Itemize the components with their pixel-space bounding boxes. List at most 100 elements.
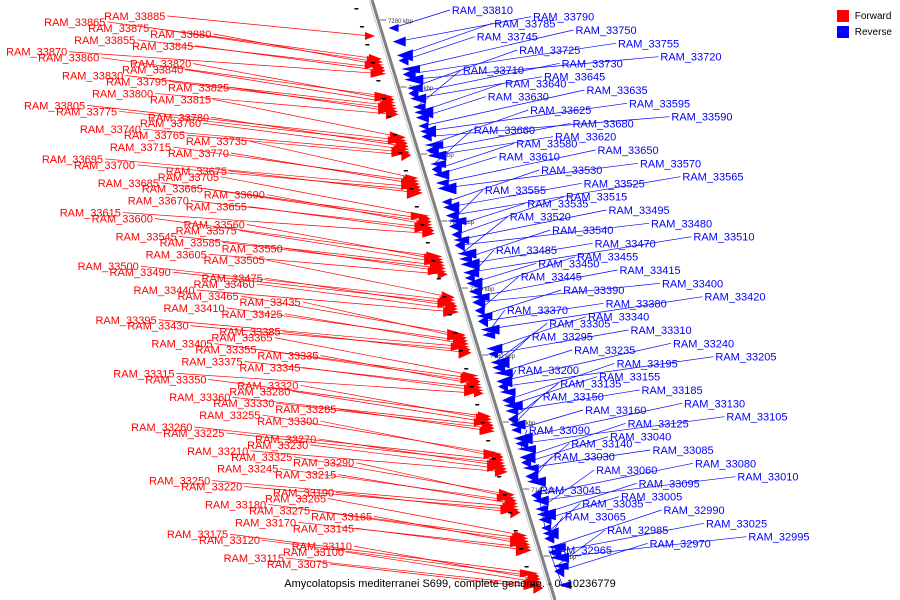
reverse-connector (467, 236, 692, 274)
forward-connector (238, 230, 441, 263)
reverse-connector (511, 383, 559, 420)
forward-gene-feature (500, 504, 520, 515)
reverse-gene-label: RAM_33035 (582, 498, 643, 510)
reverse-gene-label: RAM_32965 (551, 545, 612, 557)
forward-connector (101, 57, 390, 98)
reverse-gene-label: RAM_33200 (518, 365, 579, 377)
reverse-connector (513, 396, 541, 425)
gene-marker (376, 80, 381, 82)
forward-connector (284, 247, 443, 272)
forward-connector (266, 194, 429, 226)
reverse-gene-feature (421, 131, 432, 142)
forward-gene-label: RAM_33675 (166, 166, 227, 178)
reverse-gene-label: RAM_33595 (629, 98, 690, 110)
reverse-gene-label: RAM_33650 (598, 145, 659, 157)
reverse-gene-feature (443, 201, 460, 214)
forward-gene-label: RAM_33600 (92, 214, 153, 226)
legend-forward-label: Forward (854, 10, 892, 22)
reverse-gene-feature (451, 229, 462, 240)
reverse-connector (536, 476, 736, 502)
forward-gene-label: RAM_33375 (181, 356, 242, 368)
forward-gene-label: RAM_33560 (184, 219, 245, 231)
gene-marker (513, 530, 518, 532)
reverse-gene-feature (392, 36, 406, 47)
reverse-gene-label: RAM_32990 (664, 505, 725, 517)
forward-gene-label: RAM_33270 (255, 434, 316, 446)
reverse-gene-feature (522, 464, 539, 472)
reverse-gene-feature (511, 426, 522, 434)
forward-gene-feature (374, 91, 394, 102)
reverse-gene-feature (468, 286, 482, 297)
forward-gene-label: RAM_33795 (106, 77, 167, 89)
gene-marker (508, 512, 513, 514)
reverse-connector (424, 102, 627, 132)
forward-connector (240, 295, 463, 336)
forward-connector (302, 367, 480, 391)
reverse-gene-label: RAM_33150 (543, 392, 604, 404)
forward-gene-label: RAM_33110 (292, 541, 352, 553)
forward-gene-label: RAM_33690 (204, 190, 265, 202)
forward-gene-label: RAM_33100 (283, 547, 344, 559)
reverse-gene-feature (431, 163, 442, 176)
forward-connector (320, 355, 478, 385)
forward-gene-label: RAM_33855 (74, 35, 135, 47)
forward-connector (151, 27, 379, 63)
reverse-gene-label: RAM_33555 (485, 185, 546, 197)
reverse-gene-label: RAM_33525 (584, 178, 645, 190)
forward-connector (212, 480, 515, 507)
reverse-gene-feature (541, 524, 552, 532)
forward-gene-label: RAM_33175 (167, 529, 228, 541)
forward-gene-label: RAM_33260 (131, 422, 192, 434)
reverse-connector (550, 509, 662, 548)
legend-reverse-label: Reverse (854, 26, 892, 38)
forward-gene-label: RAM_33285 (275, 404, 336, 416)
gene-marker (359, 26, 364, 28)
forward-gene-label: RAM_33330 (213, 398, 274, 410)
forward-gene-feature (414, 222, 434, 233)
reverse-gene-label: RAM_33040 (610, 432, 671, 444)
forward-gene-label: RAM_33870 (6, 47, 67, 59)
forward-gene-label: RAM_33800 (92, 88, 153, 100)
reverse-gene-label: RAM_33305 (549, 318, 610, 330)
reverse-connector (408, 56, 659, 81)
reverse-connector (490, 316, 587, 349)
forward-gene-label: RAM_33815 (150, 94, 211, 106)
forward-gene-label: RAM_33360 (169, 392, 230, 404)
forward-gene-feature (437, 298, 457, 309)
reverse-gene-label: RAM_33535 (527, 198, 588, 210)
forward-gene-label: RAM_33435 (239, 297, 300, 309)
forward-gene-label: RAM_33605 (146, 249, 207, 261)
gene-marker (370, 62, 375, 64)
forward-gene-label: RAM_33615 (60, 208, 121, 220)
legend-forward: Forward (836, 8, 892, 24)
reverse-gene-label: RAM_33095 (639, 478, 700, 490)
reverse-connector (474, 269, 618, 298)
forward-connector (196, 289, 456, 313)
forward-connector (285, 557, 539, 586)
forward-gene-feature (496, 493, 516, 502)
forward-connector (226, 432, 502, 464)
reverse-gene-label: RAM_32995 (748, 532, 809, 544)
reverse-gene-feature (425, 144, 439, 157)
reverse-gene-feature (554, 565, 565, 578)
strand-legend: Forward Reverse (836, 8, 892, 40)
reverse-gene-feature (519, 451, 536, 464)
reverse-gene-label: RAM_33520 (510, 212, 571, 224)
reverse-gene-label: RAM_33005 (621, 492, 682, 504)
forward-gene-label: RAM_33885 (104, 11, 165, 23)
reverse-connector (449, 176, 681, 217)
forward-connector (211, 116, 405, 147)
forward-gene-feature (458, 346, 472, 359)
reverse-gene-label: RAM_33135 (560, 378, 621, 390)
forward-gene-label: RAM_33425 (221, 309, 282, 321)
reverse-gene-feature (441, 198, 452, 206)
reverse-gene-label: RAM_33610 (499, 152, 560, 164)
reverse-gene-feature (415, 112, 429, 123)
forward-gene-label: RAM_33820 (130, 59, 191, 71)
reverse-gene-feature (410, 93, 427, 104)
forward-gene-label: RAM_33770 (168, 148, 229, 160)
reverse-connector (441, 162, 638, 189)
gene-marker (425, 242, 430, 244)
reverse-gene-feature (408, 87, 419, 100)
